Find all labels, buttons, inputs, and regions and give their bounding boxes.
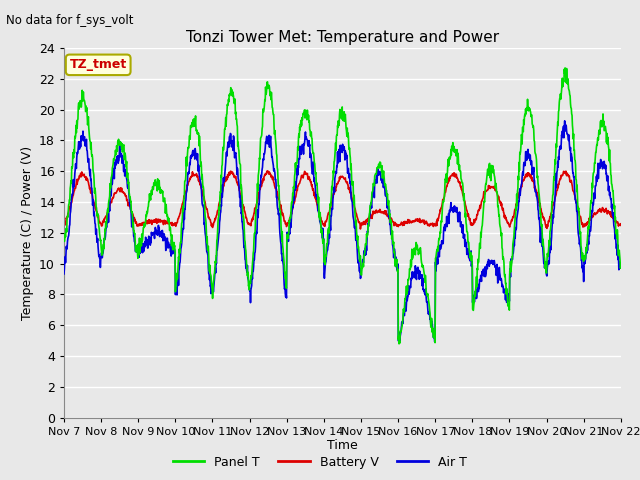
- Legend: Panel T, Battery V, Air T: Panel T, Battery V, Air T: [168, 451, 472, 474]
- Text: No data for f_sys_volt: No data for f_sys_volt: [6, 14, 134, 27]
- Title: Tonzi Tower Met: Temperature and Power: Tonzi Tower Met: Temperature and Power: [186, 30, 499, 46]
- Y-axis label: Temperature (C) / Power (V): Temperature (C) / Power (V): [20, 146, 33, 320]
- X-axis label: Time: Time: [327, 439, 358, 453]
- Text: TZ_tmet: TZ_tmet: [70, 59, 127, 72]
